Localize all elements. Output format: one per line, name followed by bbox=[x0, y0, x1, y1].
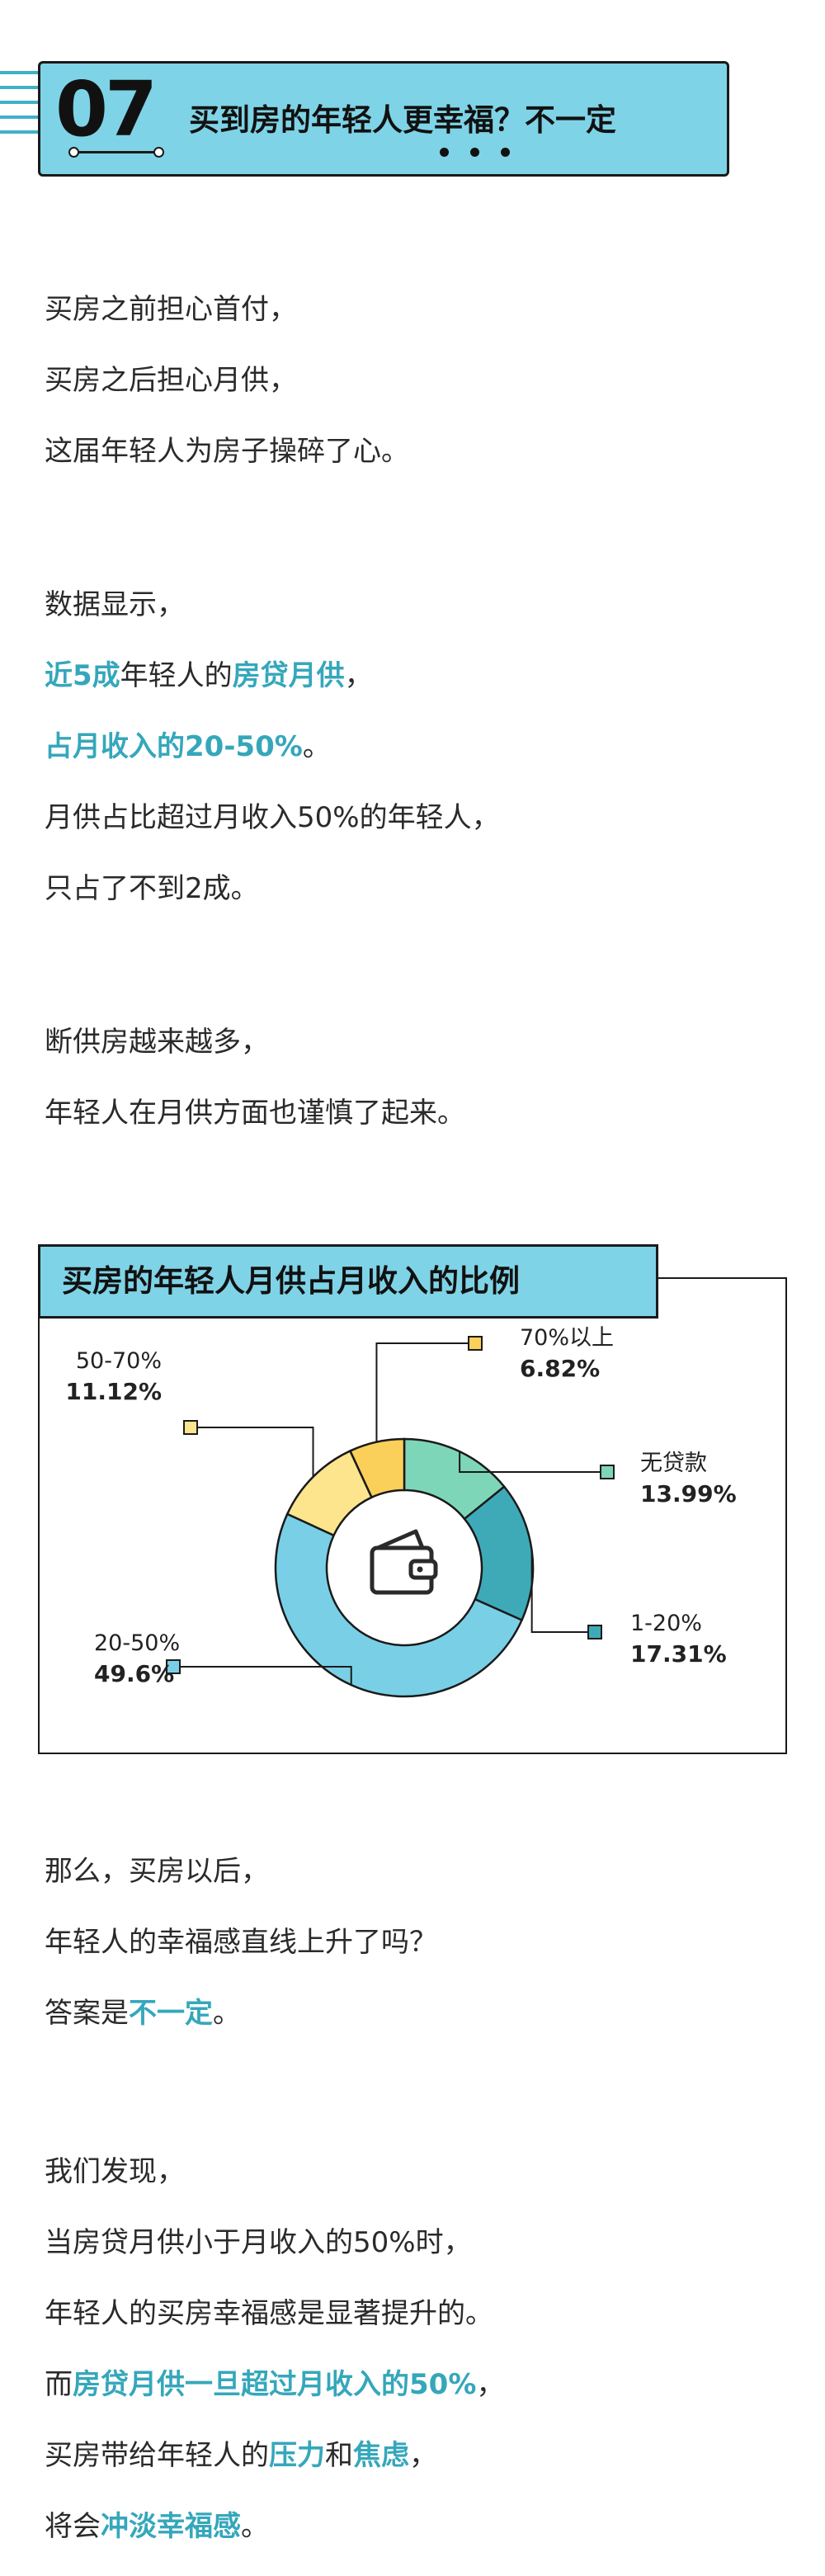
slice-value-4: 6.82% bbox=[520, 1355, 600, 1382]
text-line: 买房带给年轻人的压力和焦虑， bbox=[45, 2420, 504, 2491]
legend-marker-3 bbox=[183, 1420, 198, 1435]
text-span: ， bbox=[476, 2368, 505, 2401]
default-paragraph: 断供房越来越多， 年轻人在月供方面也谨慎了起来。 bbox=[45, 1007, 465, 1149]
highlight-text: 不一定 bbox=[129, 1997, 213, 2030]
slice-label-4: 70%以上 bbox=[520, 1325, 614, 1351]
text-line: 数据显示， bbox=[45, 588, 185, 621]
text-span: 而 bbox=[45, 2368, 73, 2401]
highlight-text: 房贷月供一旦超过月收入的50% bbox=[73, 2368, 477, 2401]
text-line: 将会冲淡幸福感。 bbox=[45, 2491, 504, 2562]
leader-line-0 bbox=[459, 1451, 607, 1473]
legend-marker-4 bbox=[468, 1336, 483, 1351]
text-span: 买房带给年轻人的 bbox=[45, 2439, 269, 2472]
highlight-text: 近5成 bbox=[45, 659, 120, 692]
leader-line-4 bbox=[375, 1342, 475, 1442]
text-line: 买房之前担心首付， bbox=[45, 293, 297, 326]
highlight-text: 房贷月供 bbox=[232, 659, 345, 692]
section-banner: 07 买到房的年轻人更幸福？不一定 bbox=[38, 61, 729, 177]
dots-decoration bbox=[440, 144, 531, 160]
donut-slice-4 bbox=[348, 1437, 406, 1499]
donut-slice-2 bbox=[274, 1512, 524, 1698]
text-span: 和 bbox=[325, 2439, 353, 2472]
chart-title: 买房的年轻人月供占月收入的比例 bbox=[38, 1244, 658, 1319]
slice-value-3: 11.12% bbox=[65, 1378, 162, 1405]
highlight-text: 压力 bbox=[269, 2439, 325, 2472]
wallet-icon bbox=[328, 1492, 480, 1644]
donut-chart: 无贷款 13.99% 1-20% 17.31% 20-50% 49.6% 50-70% 11.… bbox=[65, 1325, 737, 1698]
text-line: 当房贷月供小于月收入的50%时， bbox=[45, 2226, 472, 2259]
text-span: 。 bbox=[302, 730, 331, 763]
text-line: 年轻人在月供方面也谨慎了起来。 bbox=[45, 1097, 465, 1130]
section-title: 买到房的年轻人更幸福？不一定 bbox=[189, 102, 616, 138]
data-paragraph: 数据显示， 近5成年轻人的房贷月供， 占月收入的20-50%。 月供占比超过月收… bbox=[45, 569, 500, 924]
section-number: 07 bbox=[55, 65, 158, 153]
text-span: 。 bbox=[241, 2510, 269, 2543]
text-span: ， bbox=[344, 659, 373, 692]
slice-value-0: 13.99% bbox=[640, 1480, 737, 1507]
decorative-lines bbox=[0, 71, 38, 162]
slice-label-2: 20-50% bbox=[94, 1630, 180, 1656]
text-line: 而房贷月供一旦超过月收入的50%， bbox=[45, 2349, 504, 2420]
highlight-text: 焦虑 bbox=[353, 2439, 409, 2472]
slice-label-3: 50-70% bbox=[76, 1348, 162, 1374]
text-line: 月供占比超过月收入50%的年轻人， bbox=[45, 801, 500, 834]
highlight-text: 冲淡幸福感 bbox=[101, 2510, 241, 2543]
slice-label-1: 1-20% bbox=[630, 1611, 702, 1636]
leader-line-3 bbox=[191, 1427, 314, 1477]
number-underline bbox=[68, 147, 164, 158]
text-line: 占月收入的20-50%。 bbox=[45, 711, 500, 782]
text-line: 近5成年轻人的房贷月供， bbox=[45, 640, 500, 711]
text-line: 买房之后担心月供， bbox=[45, 364, 297, 397]
findings-paragraph: 我们发现， 当房贷月供小于月收入的50%时， 年轻人的买房幸福感是显著提升的。 … bbox=[45, 2136, 504, 2562]
text-span: 年轻人的 bbox=[120, 659, 233, 692]
intro-paragraph: 买房之前担心首付， 买房之后担心月供， 这届年轻人为房子操碎了心。 bbox=[45, 274, 409, 487]
legend-marker-2 bbox=[166, 1659, 181, 1674]
text-line: 那么，买房以后， bbox=[45, 1855, 269, 1888]
text-span: 答案是 bbox=[45, 1997, 129, 2030]
slice-value-1: 17.31% bbox=[630, 1640, 727, 1668]
text-line: 年轻人的幸福感直线上升了吗？ bbox=[45, 1926, 437, 1959]
text-line: 答案是不一定。 bbox=[45, 1978, 437, 2049]
leader-line-1 bbox=[530, 1550, 595, 1633]
slice-label-0: 无贷款 bbox=[640, 1451, 707, 1476]
leader-line-2 bbox=[173, 1666, 352, 1686]
text-line: 只占了不到2成。 bbox=[45, 872, 259, 905]
text-line: 我们发现， bbox=[45, 2155, 185, 2188]
text-span: ， bbox=[409, 2439, 437, 2472]
legend-marker-0 bbox=[600, 1465, 615, 1479]
text-span: 。 bbox=[213, 1997, 241, 2030]
text-span: 将会 bbox=[45, 2510, 101, 2543]
slice-value-2: 49.6% bbox=[94, 1660, 174, 1687]
legend-marker-1 bbox=[587, 1625, 602, 1639]
text-line: 断供房越来越多， bbox=[45, 1026, 269, 1059]
text-line: 年轻人的买房幸福感是显著提升的。 bbox=[45, 2297, 493, 2330]
highlight-text: 占月收入的20-50% bbox=[45, 730, 303, 763]
text-line: 这届年轻人为房子操碎了心。 bbox=[45, 435, 409, 468]
question-paragraph: 那么，买房以后， 年轻人的幸福感直线上升了吗？ 答案是不一定。 bbox=[45, 1836, 437, 2049]
